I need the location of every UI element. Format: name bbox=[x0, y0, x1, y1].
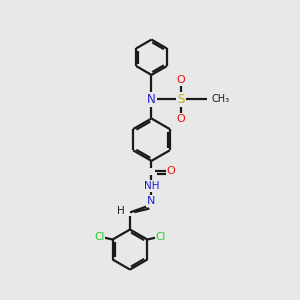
Text: O: O bbox=[176, 114, 185, 124]
Text: H: H bbox=[117, 206, 124, 216]
Text: N: N bbox=[147, 196, 156, 206]
Text: NH: NH bbox=[144, 181, 159, 191]
Text: O: O bbox=[167, 167, 176, 176]
Text: O: O bbox=[176, 75, 185, 85]
Text: N: N bbox=[147, 93, 156, 106]
Text: Cl: Cl bbox=[94, 232, 105, 242]
Text: S: S bbox=[177, 93, 184, 106]
Text: CH₃: CH₃ bbox=[211, 94, 230, 104]
Text: Cl: Cl bbox=[155, 232, 166, 242]
